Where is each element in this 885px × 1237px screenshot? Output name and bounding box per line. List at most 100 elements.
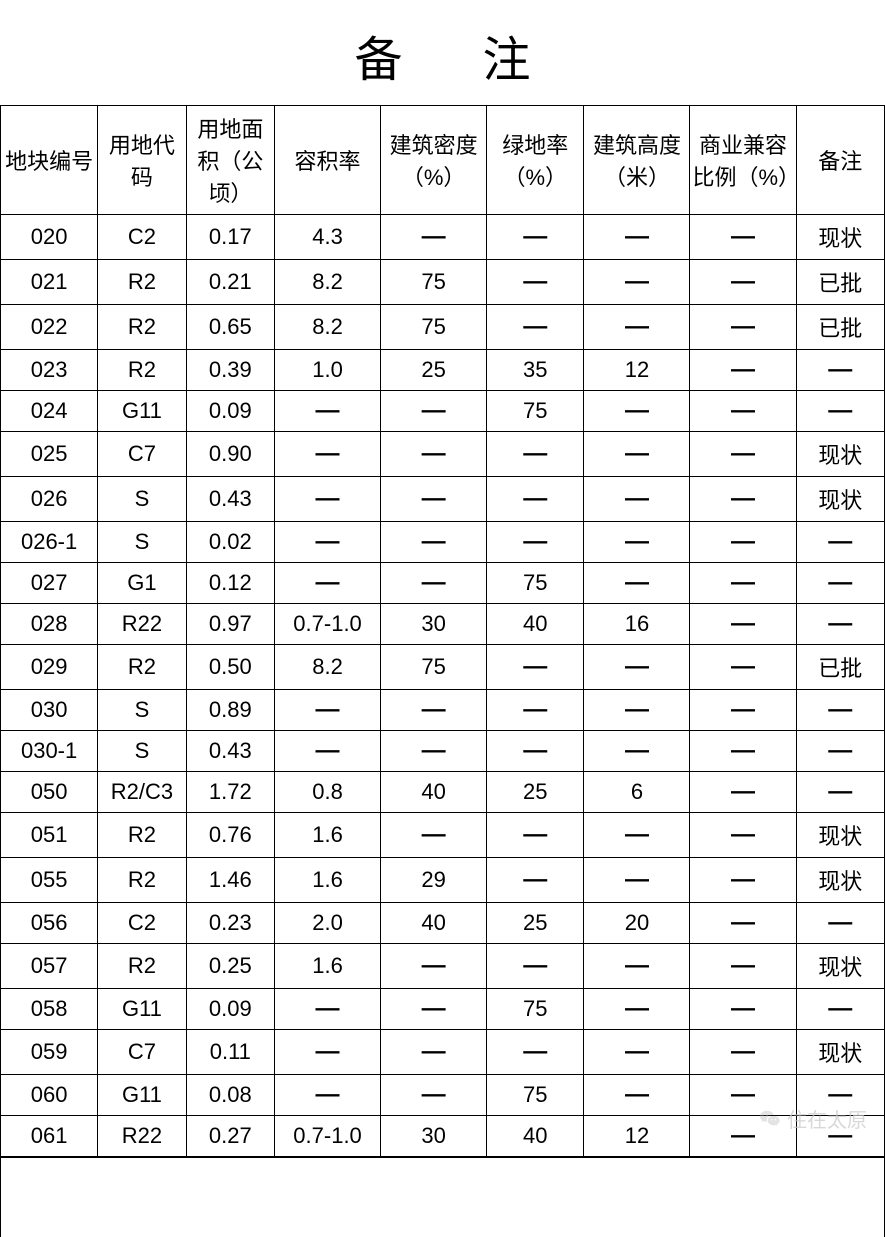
table-cell: 75 bbox=[487, 1075, 584, 1116]
table-cell: 050 bbox=[1, 772, 98, 813]
table-cell: 0.09 bbox=[186, 989, 274, 1030]
table-cell: 现状 bbox=[796, 944, 884, 989]
table-cell: — bbox=[796, 522, 884, 563]
table-cell: — bbox=[584, 215, 690, 260]
table-cell: 现状 bbox=[796, 858, 884, 903]
table-cell: 0.11 bbox=[186, 1030, 274, 1075]
table-cell: 020 bbox=[1, 215, 98, 260]
table-cell: 0.7-1.0 bbox=[275, 604, 381, 645]
table-cell: C7 bbox=[98, 432, 186, 477]
table-row: 026-1S0.02—————— bbox=[1, 522, 885, 563]
table-cell: — bbox=[584, 432, 690, 477]
table-cell: 16 bbox=[584, 604, 690, 645]
table-cell: 75 bbox=[487, 989, 584, 1030]
table-cell: — bbox=[690, 772, 796, 813]
table-cell: — bbox=[275, 989, 381, 1030]
table-cell: — bbox=[487, 1030, 584, 1075]
table-footer-blank bbox=[0, 1157, 885, 1237]
table-cell: — bbox=[584, 645, 690, 690]
table-cell: 0.08 bbox=[186, 1075, 274, 1116]
table-cell: S bbox=[98, 522, 186, 563]
col-header-area: 用地面积（公顷） bbox=[186, 106, 274, 215]
table-cell: 0.97 bbox=[186, 604, 274, 645]
col-header-green-rate: 绿地率（%） bbox=[487, 106, 584, 215]
table-cell: — bbox=[487, 858, 584, 903]
table-row: 021R20.218.275———已批 bbox=[1, 260, 885, 305]
table-cell: 75 bbox=[381, 645, 487, 690]
table-cell: — bbox=[487, 731, 584, 772]
table-cell: — bbox=[690, 813, 796, 858]
table-cell: — bbox=[584, 1030, 690, 1075]
table-cell: — bbox=[381, 690, 487, 731]
table-cell: 35 bbox=[487, 350, 584, 391]
table-cell: 8.2 bbox=[275, 260, 381, 305]
table-cell: R22 bbox=[98, 604, 186, 645]
table-cell: 12 bbox=[584, 350, 690, 391]
table-cell: S bbox=[98, 731, 186, 772]
table-cell: S bbox=[98, 690, 186, 731]
table-cell: 40 bbox=[381, 903, 487, 944]
table-cell: — bbox=[487, 944, 584, 989]
table-cell: — bbox=[275, 731, 381, 772]
table-cell: 1.72 bbox=[186, 772, 274, 813]
table-cell: — bbox=[381, 215, 487, 260]
table-cell: 29 bbox=[381, 858, 487, 903]
table-cell: 0.43 bbox=[186, 477, 274, 522]
table-cell: 已批 bbox=[796, 305, 884, 350]
table-cell: R2/C3 bbox=[98, 772, 186, 813]
table-cell: 现状 bbox=[796, 477, 884, 522]
table-row: 030-1S0.43—————— bbox=[1, 731, 885, 772]
table-cell: — bbox=[690, 944, 796, 989]
col-header-remark: 备注 bbox=[796, 106, 884, 215]
table-cell: — bbox=[796, 903, 884, 944]
table-cell: — bbox=[381, 989, 487, 1030]
table-row: 060G110.08——75——— bbox=[1, 1075, 885, 1116]
table-cell: — bbox=[584, 260, 690, 305]
table-cell: 1.6 bbox=[275, 944, 381, 989]
table-cell: 058 bbox=[1, 989, 98, 1030]
table-cell: C2 bbox=[98, 903, 186, 944]
table-row: 025C70.90—————现状 bbox=[1, 432, 885, 477]
table-cell: 12 bbox=[584, 1116, 690, 1157]
table-cell: 30 bbox=[381, 604, 487, 645]
table-cell: 030 bbox=[1, 690, 98, 731]
table-cell: — bbox=[584, 477, 690, 522]
table-cell: 40 bbox=[381, 772, 487, 813]
table-cell: 0.7-1.0 bbox=[275, 1116, 381, 1157]
table-cell: — bbox=[275, 563, 381, 604]
table-cell: 30 bbox=[381, 1116, 487, 1157]
table-cell: 40 bbox=[487, 604, 584, 645]
table-cell: 026 bbox=[1, 477, 98, 522]
table-cell: — bbox=[690, 477, 796, 522]
table-cell: 已批 bbox=[796, 645, 884, 690]
table-cell: — bbox=[690, 350, 796, 391]
table-cell: — bbox=[487, 477, 584, 522]
page-title: 备注 bbox=[0, 0, 885, 105]
watermark-text: 住在太原 bbox=[787, 1104, 867, 1133]
table-cell: 75 bbox=[381, 305, 487, 350]
table-cell: 75 bbox=[381, 260, 487, 305]
table-cell: 0.09 bbox=[186, 391, 274, 432]
col-header-land-code: 用地代码 bbox=[98, 106, 186, 215]
table-cell: 75 bbox=[487, 563, 584, 604]
table-cell: — bbox=[690, 522, 796, 563]
table-cell: — bbox=[381, 944, 487, 989]
watermark: 住在太原 bbox=[759, 1104, 867, 1133]
table-cell: — bbox=[487, 813, 584, 858]
table-cell: R2 bbox=[98, 645, 186, 690]
table-cell: — bbox=[275, 477, 381, 522]
table-row: 058G110.09——75——— bbox=[1, 989, 885, 1030]
table-row: 029R20.508.275———已批 bbox=[1, 645, 885, 690]
table-cell: 现状 bbox=[796, 215, 884, 260]
table-cell: — bbox=[381, 477, 487, 522]
table-cell: 0.43 bbox=[186, 731, 274, 772]
table-cell: 021 bbox=[1, 260, 98, 305]
table-cell: C2 bbox=[98, 215, 186, 260]
table-cell: — bbox=[690, 989, 796, 1030]
table-cell: 0.12 bbox=[186, 563, 274, 604]
table-row: 059C70.11—————现状 bbox=[1, 1030, 885, 1075]
table-cell: — bbox=[584, 391, 690, 432]
table-cell: 75 bbox=[487, 391, 584, 432]
table-cell: — bbox=[690, 645, 796, 690]
table-cell: — bbox=[275, 1030, 381, 1075]
